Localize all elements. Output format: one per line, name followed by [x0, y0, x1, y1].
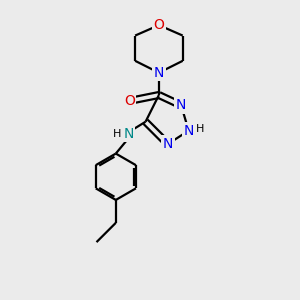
- Text: N: N: [154, 66, 164, 80]
- Text: O: O: [154, 18, 164, 32]
- Text: N: N: [163, 137, 173, 151]
- Text: H: H: [112, 129, 121, 139]
- Text: N: N: [184, 124, 194, 138]
- Text: N: N: [176, 98, 186, 112]
- Text: O: O: [124, 94, 135, 108]
- Text: H: H: [196, 124, 204, 134]
- Text: N: N: [123, 127, 134, 141]
